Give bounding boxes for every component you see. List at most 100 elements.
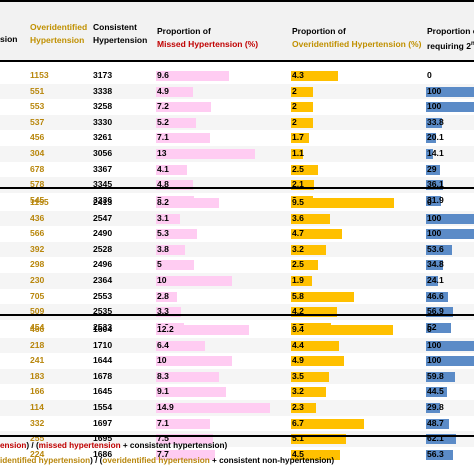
overid-pct-value: 2 [292, 85, 297, 96]
header-col6-line2-text: requiring 2 [427, 40, 471, 51]
overidentified-count: 454 [30, 321, 45, 332]
missed-pct-value: 8.3 [157, 370, 169, 381]
second-test-bar [426, 244, 452, 255]
overid-pct-bar [291, 291, 354, 302]
overid-pct-bar [291, 434, 347, 445]
missed-pct-bar [156, 180, 193, 191]
table-row: 578 3345 4.8 2.1 36.1 [0, 177, 474, 193]
overidentified-count: 551 [30, 85, 45, 96]
overidentified-count: 298 [30, 259, 45, 270]
overid-pct-value: 1.7 [292, 132, 304, 143]
overidentified-count: 553 [30, 101, 45, 112]
second-test-value: 33.8 [427, 116, 444, 127]
header-col4-line1: Proportion of [157, 26, 211, 36]
consistent-count: 1645 [93, 386, 113, 397]
header-col6-line2: requiring 2nd [427, 38, 474, 53]
top-border [0, 0, 474, 2]
consistent-count: 1710 [93, 339, 113, 350]
overidentified-count: 224 [30, 448, 45, 459]
consistent-count: 1686 [93, 448, 113, 459]
missed-pct-value: 9.1 [157, 386, 169, 397]
overidentified-count: 545 [30, 194, 45, 205]
footnote-segment: overidentified hypertension [102, 456, 210, 465]
consistent-count: 3330 [93, 116, 113, 127]
overid-pct-value: 2 [292, 116, 297, 127]
overid-pct-value: 2.5 [292, 163, 304, 174]
group-separator [0, 187, 474, 189]
overid-pct-value: 4.5 [292, 448, 304, 459]
overid-pct-value: 2 [292, 101, 297, 112]
overid-pct-value: 3.5 [292, 370, 304, 381]
overidentified-count: 509 [30, 306, 45, 317]
second-test-value: 0 [427, 197, 432, 207]
missed-pct-value: 10 [157, 355, 167, 366]
table-row: 436 2547 3.1 3.6 100 [0, 210, 474, 227]
second-test-value: 14.1 [427, 148, 444, 158]
consistent-count: 1678 [93, 370, 113, 381]
second-test-bar [426, 291, 449, 302]
overidentified-count: 537 [30, 116, 45, 127]
overidentified-count: 678 [30, 163, 45, 174]
consistent-count: 3173 [93, 70, 113, 80]
missed-pct-bar [156, 325, 250, 335]
overid-pct-bar [291, 387, 326, 398]
second-test-bar [426, 260, 443, 271]
overidentified-count: 218 [30, 339, 45, 350]
table-row: 456 3261 7.1 1.7 20.1 [0, 130, 474, 146]
missed-pct-bar [156, 418, 211, 429]
overid-pct-bar [291, 229, 342, 240]
table-row: 392 2528 3.8 3.2 53.6 [0, 241, 474, 258]
overid-pct-value: 4.2 [292, 306, 304, 317]
header-col3-line1: Consistent [93, 22, 137, 32]
second-test-value: 100 [427, 212, 442, 223]
overid-pct-bar [291, 449, 340, 460]
overid-pct-bar [291, 86, 313, 97]
second-test-value: 31.9 [427, 194, 444, 205]
consistent-count: 3336 [93, 194, 113, 205]
footnote-overidentified-formula: identified hypertension) / (overidentifi… [0, 455, 334, 466]
header-bottom-border [0, 60, 474, 62]
consistent-count: 1695 [93, 433, 113, 444]
overidentified-count: 183 [30, 370, 45, 381]
consistent-count: 1697 [93, 417, 113, 428]
second-test-value: 34.8 [427, 259, 444, 270]
consistent-count: 3261 [93, 132, 113, 143]
missed-pct-value: 4.9 [157, 85, 169, 96]
table-header [0, 0, 474, 60]
second-test-value: 100 [427, 101, 442, 112]
missed-pct-value: 3.1 [157, 212, 169, 223]
table-row: 678 3367 4.1 2.5 29 [0, 162, 474, 178]
second-test-value: 36.1 [427, 179, 444, 190]
overid-pct-bar [291, 418, 364, 429]
consistent-count: 2528 [93, 243, 113, 254]
second-test-bar [426, 86, 474, 97]
missed-pct-bar [156, 86, 194, 97]
overid-pct-bar [291, 356, 345, 367]
table-row: 241 1644 10 4.9 100 [0, 353, 474, 369]
overidentified-count: 114 [30, 402, 44, 412]
second-test-value: 0 [427, 324, 432, 334]
missed-pct-bar [156, 371, 220, 382]
overidentified-count: 255 [30, 433, 45, 444]
overid-pct-value: 4.4 [292, 339, 304, 350]
second-test-value: 29 [427, 163, 437, 174]
overid-pct-bar [291, 307, 337, 318]
table-row: 218 1710 6.4 4.4 100 [0, 337, 474, 354]
second-test-value: 24.1 [427, 275, 444, 285]
consistent-count: 2553 [93, 290, 113, 301]
missed-pct-value: 9.6 [157, 70, 169, 80]
second-test-value: 100 [427, 339, 442, 350]
consistent-count: 3338 [93, 85, 113, 96]
second-test-value: 100 [427, 228, 442, 239]
second-test-bar [426, 195, 442, 206]
second-test-value: 29.8 [427, 402, 444, 412]
header-col2-line1: Overidentified [30, 22, 88, 32]
overid-pct-value: 1.9 [292, 275, 304, 285]
second-test-value: 52 [427, 321, 437, 332]
footnote-segment: ension [0, 441, 27, 450]
missed-pct-bar [156, 133, 211, 144]
table-row: 114 1554 14.9 2.3 29.8 [0, 400, 474, 416]
overid-pct-value: 6.7 [292, 417, 304, 428]
missed-pct-value: 7.1 [157, 417, 169, 428]
